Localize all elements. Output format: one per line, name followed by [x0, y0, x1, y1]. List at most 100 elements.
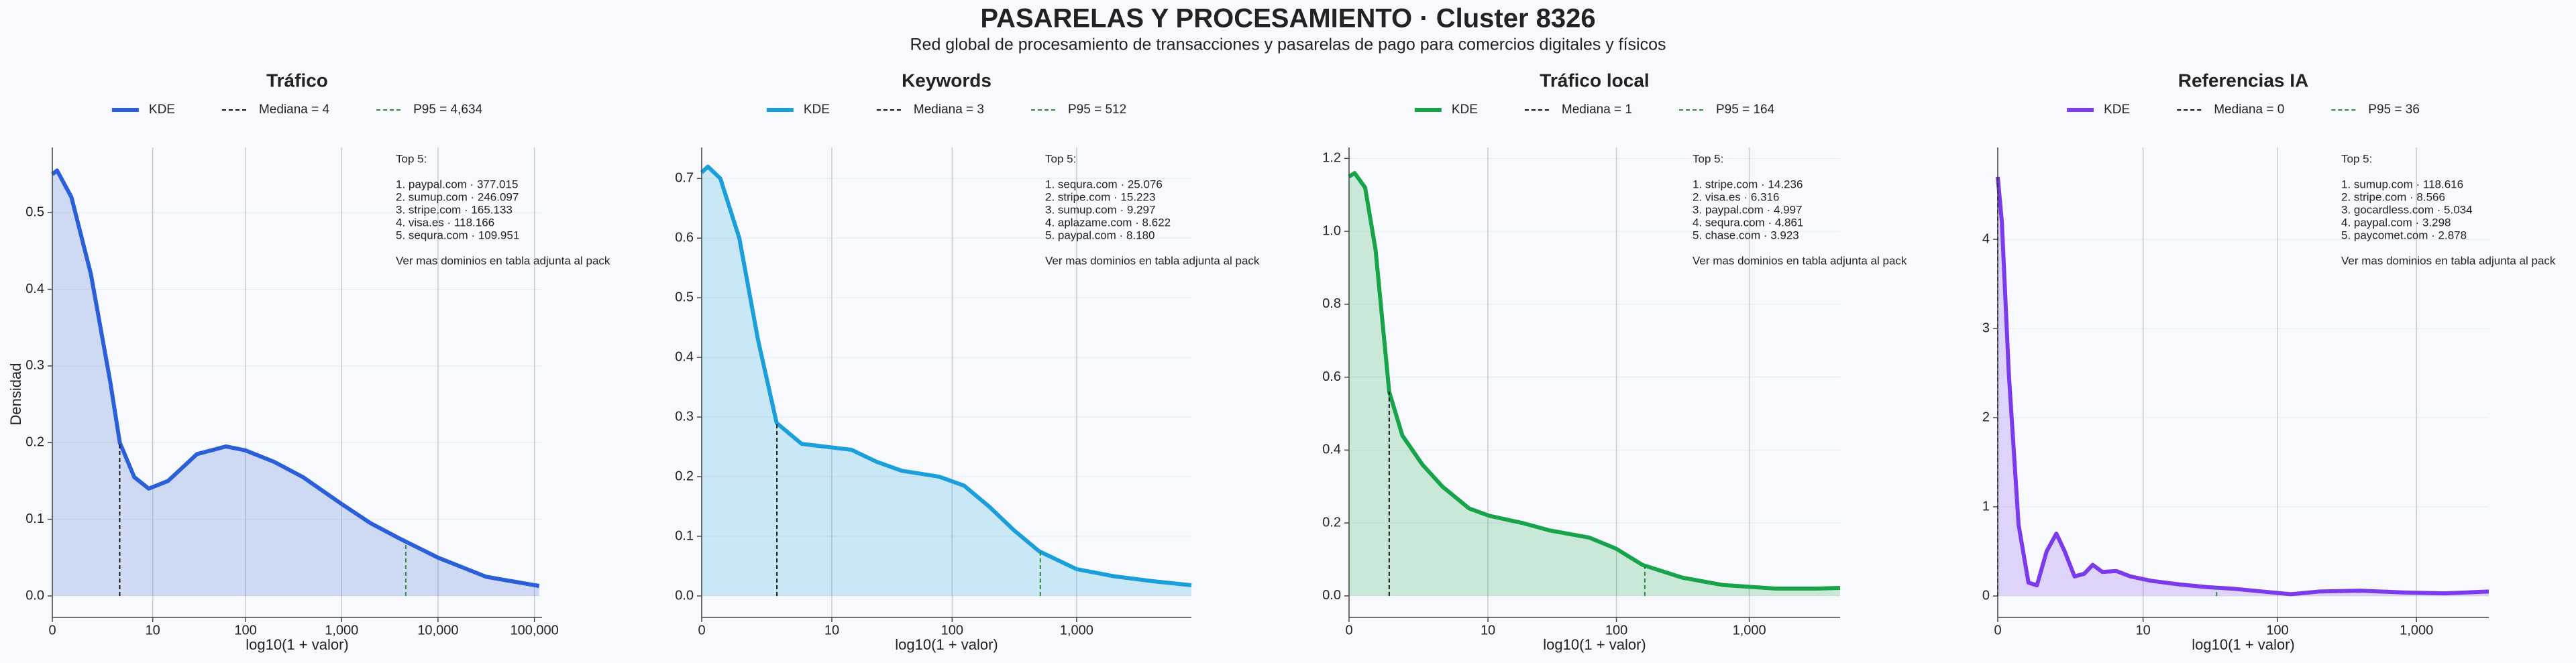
annotation-item: 5. paycomet.com · 2.878: [2341, 229, 2467, 241]
legend: KDE Mediana = 0 P95 = 36: [2067, 103, 2420, 117]
annotation-item: 5. chase.com · 3.923: [1693, 229, 1799, 241]
x-tick-label: 0: [1345, 623, 1352, 638]
x-tick-label: 100,000: [510, 623, 558, 638]
x-axis-label: log10(1 + valor): [2192, 636, 2294, 653]
legend: KDE Mediana = 4 P95 = 4,634: [111, 103, 483, 117]
y-tick-label: 0.0: [1322, 588, 1341, 603]
legend-label: Mediana = 1: [1562, 103, 1632, 117]
y-tick-label: 0.1: [25, 511, 44, 526]
annotation-footer: Ver mas dominios en tabla adjunta al pac…: [1045, 254, 1260, 267]
y-tick-label: 2: [1982, 410, 1990, 424]
y-tick-label: 0.3: [675, 409, 694, 424]
kde-line: [700, 164, 1192, 587]
x-tick-label: 100: [2266, 623, 2288, 638]
y-tick-label: 0.5: [25, 204, 44, 219]
x-tick-label: 10: [1481, 623, 1495, 638]
y-tick-label: 4: [1982, 231, 1990, 246]
figure-subtitle: Red global de procesamiento de transacci…: [910, 36, 1666, 54]
legend-label: P95 = 164: [1716, 103, 1775, 117]
y-tick-label: 0.2: [675, 469, 694, 483]
panel: 0.0 0.2 0.4 0.6 0.8 1.0 1.2 0 10 100 1,000 Tráfico …: [1322, 70, 1907, 652]
legend-label: Mediana = 0: [2214, 103, 2284, 117]
y-tick-label: 0.2: [1322, 515, 1341, 530]
y-tick-label: 0.4: [1322, 442, 1341, 457]
x-tick-label: 10: [824, 623, 839, 638]
kde-line: [51, 168, 540, 589]
annotation-item: 2. visa.es · 6.316: [1693, 190, 1779, 203]
annotation-item: 1. sumup.com · 118.616: [2341, 178, 2463, 190]
legend-label: P95 = 36: [2368, 103, 2420, 117]
annotation-heading: Top 5:: [1045, 152, 1076, 165]
x-tick-label: 1,000: [2400, 623, 2433, 638]
annotation-footer: Ver mas dominios en tabla adjunta al pac…: [2341, 254, 2556, 267]
figure-title: PASARELAS Y PROCESAMIENTO · Cluster 8326: [980, 4, 1595, 34]
y-tick-label: 0.4: [675, 349, 694, 364]
x-tick-label: 10,000: [417, 623, 458, 638]
annotation-heading: Top 5:: [396, 152, 427, 165]
x-tick-label: 0: [698, 623, 705, 638]
y-tick-label: 0.8: [1322, 296, 1341, 311]
y-tick-label: 0.6: [1322, 369, 1341, 384]
annotation-item: 3. sumup.com · 9.297: [1045, 203, 1155, 216]
annotation-item: 2. sumup.com · 246.097: [396, 190, 519, 203]
annotation-item: 2. stripe.com · 8.566: [2341, 190, 2445, 203]
x-axis-label: log10(1 + valor): [246, 636, 348, 653]
y-tick-label: 1.2: [1322, 151, 1341, 166]
annotation-heading: Top 5:: [2341, 152, 2372, 165]
y-axis-label: Densidad: [7, 363, 24, 426]
legend-label: Mediana = 4: [259, 103, 330, 117]
legend-label: KDE: [2104, 103, 2130, 117]
x-tick-label: 100: [234, 623, 256, 638]
annotation-item: 3. stripe.com · 165.133: [396, 203, 513, 216]
annotation-item: 1. sequra.com · 25.076: [1045, 178, 1163, 190]
y-tick-label: 0.4: [25, 282, 44, 296]
kde-area: [52, 170, 539, 596]
x-tick-label: 10: [146, 623, 160, 638]
x-tick-label: 1,000: [325, 623, 358, 638]
y-tick-label: 1.0: [1322, 223, 1341, 238]
annotation-footer: Ver mas dominios en tabla adjunta al pac…: [1693, 254, 1907, 267]
annotation-item: 3. gocardless.com · 5.034: [2341, 203, 2473, 216]
panel-title: Tráfico: [266, 70, 328, 91]
legend-label: P95 = 4,634: [413, 103, 482, 117]
legend: KDE Mediana = 1 P95 = 164: [1414, 103, 1775, 117]
annotation-item: 1. stripe.com · 14.236: [1693, 178, 1803, 190]
annotation-item: 2. stripe.com · 15.223: [1045, 190, 1155, 203]
legend-label: KDE: [804, 103, 830, 117]
x-tick-label: 10: [2136, 623, 2151, 638]
y-tick-label: 0.6: [675, 230, 694, 245]
annotation-item: 1. paypal.com · 377.015: [396, 178, 518, 190]
annotation-item: 5. sequra.com · 109.951: [396, 229, 519, 241]
panel-title: Tráfico local: [1540, 70, 1649, 91]
x-axis-label: log10(1 + valor): [1543, 636, 1646, 653]
x-tick-label: 1,000: [1733, 623, 1766, 638]
kde-line: [1348, 171, 1841, 591]
x-axis-label: log10(1 + valor): [895, 636, 998, 653]
annotation-item: 4. aplazame.com · 8.622: [1045, 216, 1171, 229]
y-tick-label: 0.0: [675, 588, 694, 603]
legend: KDE Mediana = 3 P95 = 512: [766, 103, 1126, 117]
y-tick-label: 0: [1982, 588, 1990, 603]
annotation-item: 3. paypal.com · 4.997: [1693, 203, 1802, 216]
legend-label: KDE: [149, 103, 175, 117]
y-tick-label: 0.1: [675, 528, 694, 543]
panel: 0 1 2 3 4 0 10 100 1,000 Referencias IA log10(1 + …: [1982, 70, 2556, 652]
kde-area: [1349, 173, 1840, 596]
kde-area: [702, 166, 1191, 596]
panel: 0.0 0.1 0.2 0.3 0.4 0.5 0 10 100 1,000 10,000 100,0…: [7, 70, 610, 652]
legend-label: KDE: [1452, 103, 1478, 117]
annotation-item: 5. paypal.com · 8.180: [1045, 229, 1155, 241]
legend-label: P95 = 512: [1068, 103, 1126, 117]
annotation-item: 4. visa.es · 118.166: [396, 216, 494, 229]
legend-label: Mediana = 3: [914, 103, 984, 117]
annotation-heading: Top 5:: [1693, 152, 1723, 165]
x-tick-label: 0: [48, 623, 56, 638]
y-tick-label: 0.3: [25, 358, 44, 373]
x-tick-label: 100: [941, 623, 963, 638]
x-tick-label: 1,000: [1060, 623, 1093, 638]
annotation-item: 4. paypal.com · 3.298: [2341, 216, 2451, 229]
y-tick-label: 0.7: [675, 171, 694, 186]
y-tick-label: 3: [1982, 320, 1990, 335]
